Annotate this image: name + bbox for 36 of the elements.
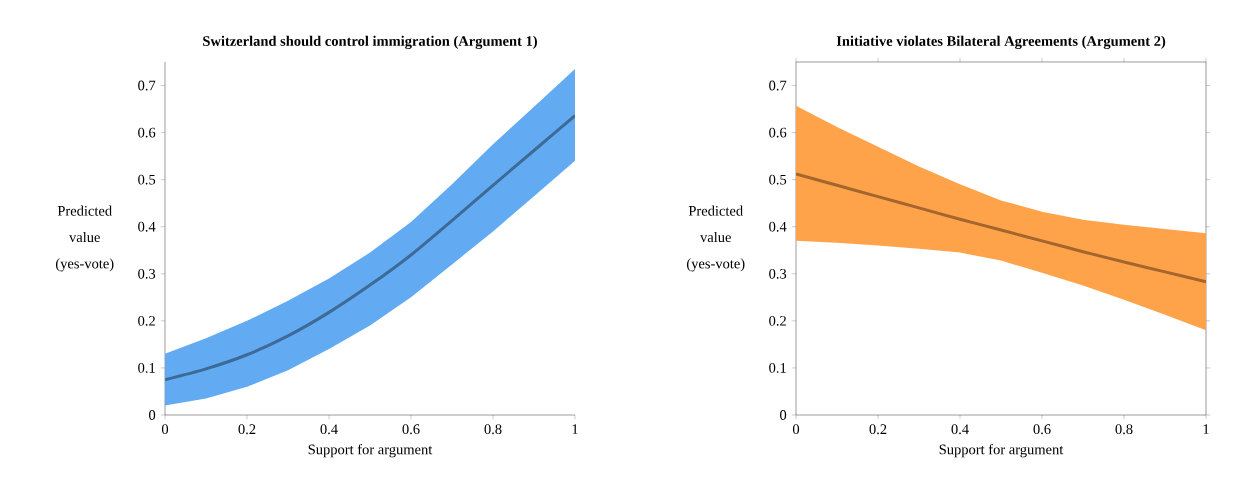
x-tick-label: 0.8 xyxy=(1115,424,1133,435)
y-tick-label: 0.2 xyxy=(138,315,155,326)
y-axis-title: Predicted value (yes-vote) xyxy=(55,205,114,272)
y-tick-label: 0.7 xyxy=(138,80,156,91)
y-tick-label: 0.5 xyxy=(138,174,156,185)
y-tick-label: 0 xyxy=(780,410,787,420)
x-tick-label: 0.6 xyxy=(402,424,420,435)
x-tick-label: 0.2 xyxy=(238,424,256,435)
chart-title: Switzerland should control immigration (Argument 1) xyxy=(203,35,537,49)
y-tick-label: 0.2 xyxy=(769,315,786,326)
x-tick-label: 1 xyxy=(572,424,578,434)
chart-title: Initiative violates Bilateral Agreements (Argument 2) xyxy=(836,35,1166,49)
y-tick-label: 0.1 xyxy=(138,363,155,373)
y-tick-label: 0.1 xyxy=(769,363,786,373)
y-tick-label: 0.3 xyxy=(138,268,156,279)
x-tick-label: 0.6 xyxy=(1033,424,1051,435)
y-tick-label: 0 xyxy=(149,410,156,420)
x-tick-label: 1 xyxy=(1203,424,1209,434)
y-tick-label: 0.5 xyxy=(769,174,787,185)
x-tick-label: 0.2 xyxy=(869,424,887,435)
x-tick-label: 0.8 xyxy=(484,424,502,435)
x-tick-label: 0 xyxy=(792,424,800,435)
y-tick-label: 0.4 xyxy=(769,221,787,232)
x-tick-label: 0.4 xyxy=(951,424,969,435)
y-tick-label: 0.3 xyxy=(769,268,787,279)
x-axis-title: Support for argument xyxy=(308,444,433,458)
y-tick-label: 0.6 xyxy=(138,127,156,138)
x-tick-label: 0.4 xyxy=(320,424,338,435)
y-tick-label: 0.6 xyxy=(769,127,787,138)
x-tick-label: 0 xyxy=(161,424,169,435)
y-tick-label: 0.4 xyxy=(138,221,156,232)
y-axis-title: Predicted value (yes-vote) xyxy=(686,205,745,272)
line-series xyxy=(165,114,576,382)
line-series xyxy=(796,172,1207,284)
x-axis-title: Support for argument xyxy=(939,444,1064,458)
y-tick-label: 0.7 xyxy=(769,80,787,91)
